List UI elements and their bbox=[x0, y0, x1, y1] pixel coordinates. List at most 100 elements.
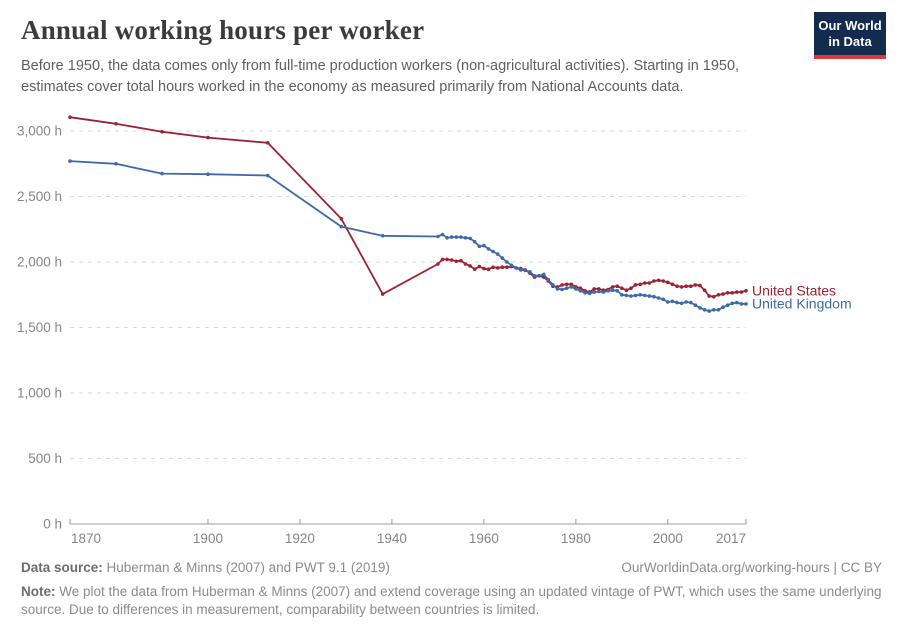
data-point[interactable] bbox=[482, 243, 486, 248]
data-point[interactable] bbox=[684, 284, 688, 289]
data-point[interactable] bbox=[693, 283, 698, 287]
data-point[interactable] bbox=[491, 249, 495, 254]
data-point[interactable] bbox=[643, 293, 647, 298]
data-point[interactable] bbox=[643, 281, 647, 285]
data-point[interactable] bbox=[574, 287, 578, 291]
data-point[interactable] bbox=[689, 300, 693, 305]
data-point[interactable] bbox=[647, 294, 652, 298]
data-point[interactable] bbox=[114, 122, 118, 126]
data-point[interactable] bbox=[606, 289, 610, 293]
data-point[interactable] bbox=[679, 285, 684, 289]
data-point[interactable] bbox=[707, 294, 711, 298]
data-point[interactable] bbox=[610, 285, 615, 289]
data-point[interactable] bbox=[707, 309, 711, 313]
data-point[interactable] bbox=[518, 268, 523, 272]
data-point[interactable] bbox=[500, 265, 505, 270]
data-point[interactable] bbox=[472, 239, 477, 244]
data-point[interactable] bbox=[160, 129, 164, 134]
data-point[interactable] bbox=[445, 257, 449, 262]
data-point[interactable] bbox=[560, 283, 564, 287]
data-point[interactable] bbox=[638, 282, 642, 287]
data-point[interactable] bbox=[615, 284, 619, 289]
data-point[interactable] bbox=[675, 284, 679, 289]
data-point[interactable] bbox=[629, 294, 633, 298]
data-point[interactable] bbox=[445, 236, 449, 240]
data-point[interactable] bbox=[721, 305, 725, 310]
data-point[interactable] bbox=[491, 265, 495, 270]
data-point[interactable] bbox=[206, 172, 210, 176]
data-point[interactable] bbox=[647, 281, 652, 285]
data-point[interactable] bbox=[624, 288, 629, 293]
data-point[interactable] bbox=[735, 290, 739, 294]
data-point[interactable] bbox=[693, 303, 698, 308]
data-point[interactable] bbox=[380, 234, 385, 238]
data-point[interactable] bbox=[265, 141, 270, 145]
data-point[interactable] bbox=[482, 266, 486, 271]
data-point[interactable] bbox=[436, 234, 440, 239]
data-point[interactable] bbox=[454, 235, 459, 239]
data-point[interactable] bbox=[633, 293, 638, 298]
data-point[interactable] bbox=[666, 280, 670, 285]
data-point[interactable] bbox=[477, 244, 482, 249]
data-point[interactable] bbox=[477, 264, 482, 269]
data-point[interactable] bbox=[739, 290, 744, 294]
data-point[interactable] bbox=[380, 292, 385, 296]
data-point[interactable] bbox=[638, 293, 642, 297]
data-point[interactable] bbox=[689, 284, 693, 289]
data-point[interactable] bbox=[440, 257, 445, 262]
data-point[interactable] bbox=[505, 265, 509, 270]
data-point[interactable] bbox=[459, 235, 463, 239]
data-point[interactable] bbox=[551, 283, 555, 287]
data-point[interactable] bbox=[620, 293, 624, 297]
data-point[interactable] bbox=[505, 260, 509, 264]
data-point[interactable] bbox=[339, 217, 344, 221]
data-point[interactable] bbox=[698, 306, 702, 310]
data-point[interactable] bbox=[440, 232, 445, 237]
data-point[interactable] bbox=[472, 267, 477, 272]
data-point[interactable] bbox=[597, 287, 601, 291]
data-point[interactable] bbox=[656, 278, 661, 283]
data-point[interactable] bbox=[68, 159, 72, 163]
data-point[interactable] bbox=[744, 289, 748, 293]
data-point[interactable] bbox=[569, 282, 574, 287]
data-point[interactable] bbox=[569, 285, 574, 289]
data-point[interactable] bbox=[597, 289, 601, 294]
data-point[interactable] bbox=[712, 294, 716, 299]
data-point[interactable] bbox=[702, 288, 707, 293]
data-point[interactable] bbox=[555, 287, 560, 291]
data-point[interactable] bbox=[656, 296, 661, 300]
data-point[interactable] bbox=[486, 267, 491, 272]
data-point[interactable] bbox=[160, 171, 164, 176]
data-point[interactable] bbox=[578, 289, 583, 293]
data-point[interactable] bbox=[541, 272, 546, 277]
data-point[interactable] bbox=[661, 297, 665, 302]
data-point[interactable] bbox=[652, 294, 656, 299]
series-line-united-kingdom[interactable]: United Kingdom bbox=[68, 159, 852, 313]
data-point[interactable] bbox=[592, 290, 596, 294]
data-point[interactable] bbox=[468, 236, 472, 241]
data-point[interactable] bbox=[509, 263, 514, 268]
data-point[interactable] bbox=[721, 292, 725, 296]
data-point[interactable] bbox=[725, 291, 730, 295]
data-point[interactable] bbox=[615, 289, 619, 293]
data-point[interactable] bbox=[610, 288, 615, 293]
data-point[interactable] bbox=[560, 287, 564, 292]
data-point[interactable] bbox=[339, 224, 344, 229]
data-point[interactable] bbox=[514, 266, 518, 270]
data-point[interactable] bbox=[468, 264, 472, 268]
data-point[interactable] bbox=[523, 268, 528, 273]
data-point[interactable] bbox=[675, 300, 679, 305]
data-point[interactable] bbox=[463, 236, 468, 240]
data-point[interactable] bbox=[698, 283, 702, 288]
data-point[interactable] bbox=[684, 300, 688, 304]
data-point[interactable] bbox=[532, 274, 537, 278]
data-point[interactable] bbox=[670, 282, 675, 287]
data-point[interactable] bbox=[716, 308, 721, 312]
data-point[interactable] bbox=[739, 302, 744, 306]
data-point[interactable] bbox=[486, 247, 491, 251]
data-point[interactable] bbox=[454, 259, 459, 264]
owid-logo[interactable]: Our World in Data bbox=[814, 12, 886, 59]
data-point[interactable] bbox=[629, 286, 633, 291]
data-point[interactable] bbox=[735, 300, 739, 305]
